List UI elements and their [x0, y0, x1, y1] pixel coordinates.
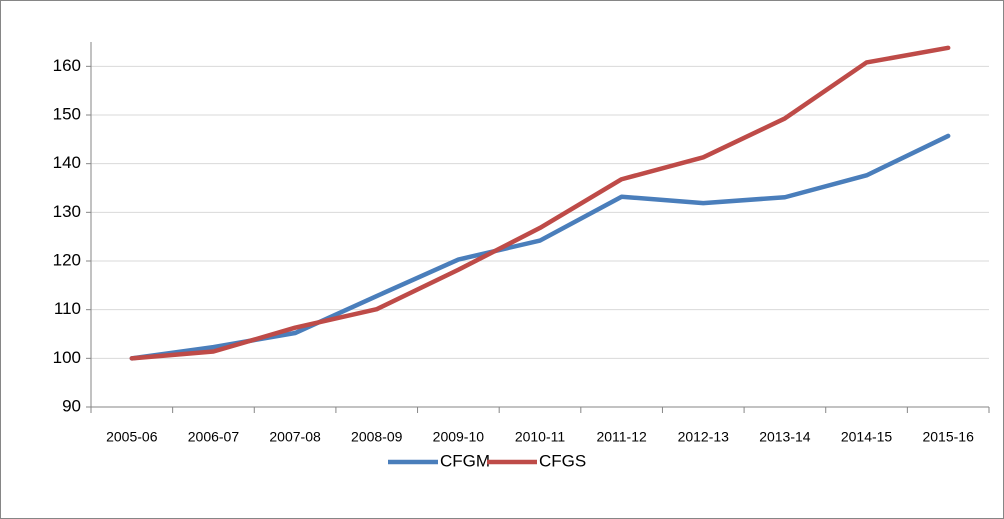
y-tick-label: 160: [53, 56, 81, 75]
series-line: [129, 45, 951, 361]
x-tick-label: 2013-14: [759, 429, 811, 445]
y-tick-label: 150: [53, 104, 81, 123]
y-tick-label: 130: [53, 202, 81, 221]
x-tick-label: 2008-09: [351, 429, 403, 445]
x-tick-label: 2012-13: [678, 429, 730, 445]
y-tick-label: 90: [62, 396, 81, 415]
x-tick-label: 2007-08: [269, 429, 321, 445]
y-tick-label: 100: [53, 348, 81, 367]
x-tick-label: 2009-10: [433, 429, 485, 445]
x-tick-label: 2005-06: [106, 429, 158, 445]
y-tick-label: 120: [53, 250, 81, 269]
legend-label: CFGS: [539, 451, 586, 470]
x-tick-label: 2011-12: [596, 429, 647, 445]
y-tick-label: 140: [53, 153, 81, 172]
x-tick-label: 2014-15: [841, 429, 893, 445]
y-tick-label: 110: [54, 299, 81, 318]
x-tick-label: 2010-11: [515, 429, 566, 445]
x-tick-label: 2015-16: [922, 429, 974, 445]
x-tick-label: 2006-07: [188, 429, 240, 445]
legend-label: CFGM: [440, 451, 490, 470]
